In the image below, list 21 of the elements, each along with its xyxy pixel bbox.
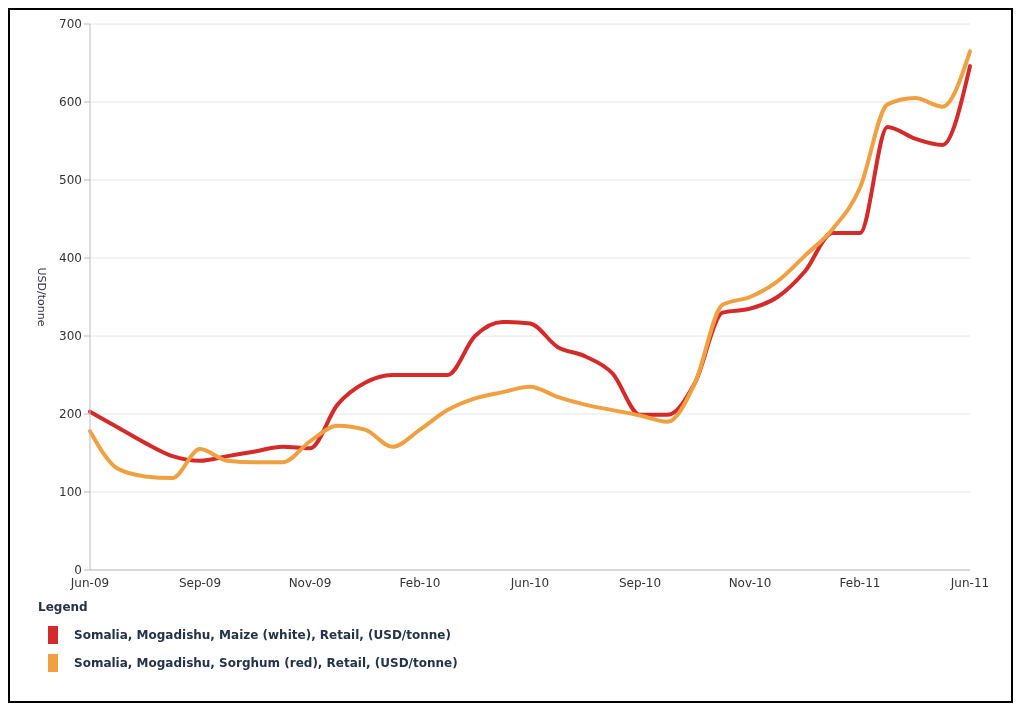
y-tick-label: 400 <box>59 251 82 266</box>
y-tick-label: 200 <box>59 407 82 422</box>
y-tick-label: 500 <box>59 173 82 188</box>
y-axis-title: USD/tonne <box>35 267 49 327</box>
x-tick-label: Sep-09 <box>178 575 222 590</box>
y-tick-label: 700 <box>59 17 82 32</box>
x-tick-label: Jun-10 <box>509 575 550 590</box>
y-tick-label: 300 <box>59 329 82 344</box>
legend-title: Legend <box>38 600 89 614</box>
x-tick-label: Feb-10 <box>399 575 441 590</box>
x-tick-label: Feb-11 <box>839 575 881 590</box>
x-tick-label: Jun-09 <box>69 575 110 590</box>
y-tick-label: 0 <box>74 563 82 578</box>
x-tick-label: Nov-09 <box>288 575 332 590</box>
legend-label: Somalia, Mogadishu, Sorghum (red), Retail, (USD/tonne) <box>74 656 458 670</box>
x-tick-label: Nov-10 <box>728 575 772 590</box>
x-tick-label: Jun-11 <box>949 575 990 590</box>
legend-label: Somalia, Mogadishu, Maize (white), Retail, (USD/tonne) <box>74 628 451 642</box>
y-tick-label: 600 <box>59 95 82 110</box>
y-tick-label: 100 <box>59 485 82 500</box>
x-tick-label: Sep-10 <box>618 575 662 590</box>
